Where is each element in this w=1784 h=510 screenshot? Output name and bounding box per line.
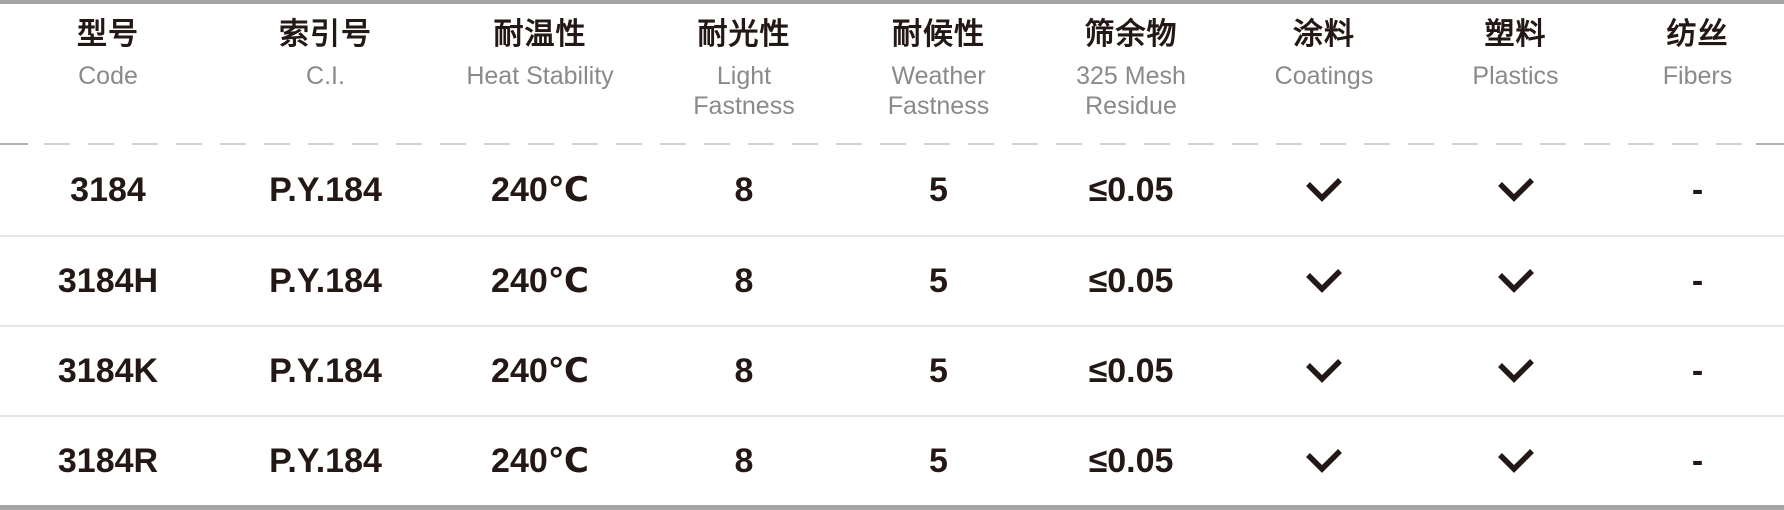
column-header-en: Light Fastness: [693, 62, 795, 120]
cell-heat-stability: 240℃: [491, 171, 589, 209]
column-header-zh: 筛余物: [1084, 18, 1178, 51]
check-icon: [1306, 178, 1342, 202]
column-header-fibers: 纺丝 Fibers: [1611, 4, 1784, 143]
cell-light-fastness: 8: [734, 170, 754, 209]
column-header-plastics: 塑料 Plastics: [1420, 4, 1611, 143]
column-header-en: Weather Fastness: [887, 62, 990, 120]
column-header-zh: 塑料: [1484, 18, 1547, 51]
table-row: 3184R P.Y.184 240℃ 8 5 ≤0.05 -: [0, 415, 1784, 505]
cell-ci: P.Y.184: [269, 351, 382, 390]
bottom-divider-bar: [0, 505, 1784, 510]
cell-fibers: -: [1691, 261, 1704, 300]
column-header-en: Plastics: [1472, 62, 1559, 90]
column-header-en: Code: [78, 62, 138, 90]
column-header-heat-stability: 耐温性 Heat Stability: [435, 4, 645, 143]
column-header-mesh-residue: 筛余物 325 Mesh Residue: [1034, 4, 1228, 143]
cell-coatings: [1228, 417, 1420, 505]
check-icon: [1497, 359, 1534, 383]
cell-coatings: [1228, 237, 1420, 325]
column-header-zh: 索引号: [279, 18, 372, 51]
cell-mesh-residue: ≤0.05: [1088, 170, 1174, 209]
cell-code: 3184R: [57, 441, 159, 480]
column-header-en: 325 Mesh Residue: [1076, 62, 1186, 120]
cell-plastics: [1420, 145, 1611, 235]
check-icon: [1306, 449, 1342, 473]
column-header-light-fastness: 耐光性 Light Fastness: [645, 4, 843, 143]
table-row: 3184 P.Y.184 240℃ 8 5 ≤0.05 -: [0, 145, 1784, 235]
cell-fibers: -: [1691, 351, 1704, 390]
column-header-zh: 耐光性: [697, 18, 791, 51]
table-row: 3184H P.Y.184 240℃ 8 5 ≤0.05 -: [0, 235, 1784, 325]
table-header: 型号 Code 索引号 C.I. 耐温性 Heat Stability 耐光性 …: [0, 4, 1784, 143]
column-header-coatings: 涂料 Coatings: [1228, 4, 1420, 143]
cell-heat-stability: 240℃: [491, 442, 589, 480]
cell-weather-fastness: 5: [929, 170, 948, 209]
column-header-en: Coatings: [1274, 62, 1374, 90]
check-icon: [1306, 269, 1342, 293]
column-header-zh: 耐温性: [493, 18, 587, 51]
cell-light-fastness: 8: [734, 441, 754, 480]
column-header-en: Fibers: [1662, 62, 1733, 90]
check-icon: [1497, 449, 1534, 473]
cell-ci: P.Y.184: [269, 261, 382, 300]
column-header-zh: 耐候性: [892, 18, 985, 51]
cell-ci: P.Y.184: [269, 441, 382, 480]
check-icon: [1497, 178, 1534, 202]
cell-plastics: [1420, 417, 1611, 505]
column-header-zh: 纺丝: [1666, 18, 1729, 51]
cell-heat-stability: 240℃: [491, 262, 589, 300]
cell-mesh-residue: ≤0.05: [1088, 351, 1174, 390]
cell-heat-stability: 240℃: [491, 352, 589, 390]
cell-mesh-residue: ≤0.05: [1088, 441, 1174, 480]
cell-weather-fastness: 5: [929, 441, 948, 480]
cell-fibers: -: [1691, 441, 1704, 480]
table-row: 3184K P.Y.184 240℃ 8 5 ≤0.05 -: [0, 325, 1784, 415]
cell-plastics: [1420, 237, 1611, 325]
cell-coatings: [1228, 145, 1420, 235]
cell-light-fastness: 8: [734, 351, 754, 390]
top-divider-bar: [0, 0, 1784, 4]
cell-ci: P.Y.184: [269, 170, 382, 209]
column-header-ci: 索引号 C.I.: [216, 4, 435, 143]
column-header-code: 型号 Code: [0, 4, 216, 143]
check-icon: [1306, 359, 1342, 383]
cell-plastics: [1420, 327, 1611, 415]
check-icon: [1497, 269, 1534, 293]
header-dashed-separator: [0, 143, 1784, 145]
cell-mesh-residue: ≤0.05: [1088, 261, 1174, 300]
cell-code: 3184H: [57, 261, 159, 300]
cell-fibers: -: [1691, 170, 1704, 209]
cell-coatings: [1228, 327, 1420, 415]
column-header-en: Heat Stability: [466, 62, 614, 90]
column-header-zh: 型号: [77, 18, 139, 51]
column-header-weather-fastness: 耐候性 Weather Fastness: [843, 4, 1034, 143]
cell-code: 3184: [70, 170, 146, 209]
cell-weather-fastness: 5: [929, 261, 948, 300]
cell-code: 3184K: [57, 351, 159, 390]
column-header-en: C.I.: [306, 62, 345, 90]
cell-weather-fastness: 5: [929, 351, 948, 390]
cell-light-fastness: 8: [734, 261, 754, 300]
column-header-zh: 涂料: [1293, 18, 1355, 51]
